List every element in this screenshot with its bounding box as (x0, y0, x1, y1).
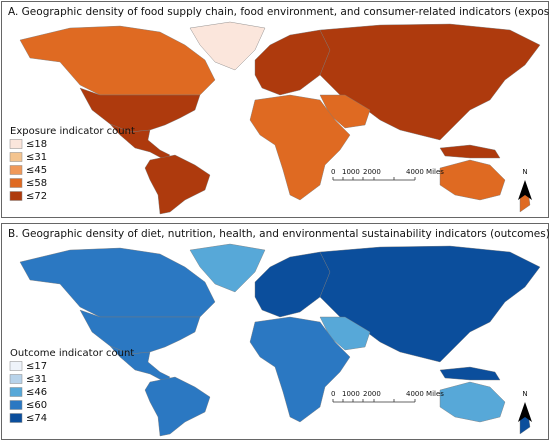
scale-label: 1000 (342, 168, 360, 176)
legend-label: ≤31 (26, 152, 47, 163)
legend-label: ≤17 (26, 361, 47, 372)
legend-swatch (10, 140, 22, 149)
country-region (20, 248, 215, 317)
legend-label: ≤18 (26, 139, 47, 150)
legend-swatch (10, 362, 22, 371)
panel-title: B. Geographic density of diet, nutrition… (8, 228, 550, 240)
scale-label: 4000 Miles (406, 390, 444, 398)
legend-label: ≤31 (26, 374, 47, 385)
legend-title: Outcome indicator count (10, 348, 134, 359)
legend-label: ≤58 (26, 178, 47, 189)
panel-title: A. Geographic density of food supply cha… (8, 6, 550, 18)
country-region (440, 145, 500, 158)
scale-label: 2000 (363, 390, 381, 398)
country-region (255, 252, 330, 317)
legend-title: Exposure indicator count (10, 126, 135, 137)
country-region (440, 367, 500, 380)
country-region (145, 155, 210, 214)
legend-swatch (10, 179, 22, 188)
legend-swatch (10, 375, 22, 384)
country-region (255, 30, 330, 95)
north-label: N (522, 168, 527, 176)
scale-label: 2000 (363, 168, 381, 176)
legend-label: ≤46 (26, 387, 47, 398)
country-region (440, 382, 505, 422)
scale-label: 0 (331, 168, 335, 176)
legend-label: ≤72 (26, 191, 47, 202)
legend-swatch (10, 153, 22, 162)
scale-label: 1000 (342, 390, 360, 398)
scale-label: 4000 Miles (406, 168, 444, 176)
legend-swatch (10, 388, 22, 397)
map-panel: B. Geographic density of diet, nutrition… (2, 224, 550, 440)
scale-label: 0 (331, 390, 335, 398)
legend-label: ≤74 (26, 413, 47, 424)
legend-swatch (10, 166, 22, 175)
legend-swatch (10, 401, 22, 410)
map-panel: A. Geographic density of food supply cha… (2, 2, 550, 218)
north-label: N (522, 390, 527, 398)
legend-label: ≤45 (26, 165, 47, 176)
legend-swatch (10, 414, 22, 423)
country-region (440, 160, 505, 200)
legend-swatch (10, 192, 22, 201)
legend-label: ≤60 (26, 400, 47, 411)
country-region (20, 26, 215, 95)
country-region (145, 377, 210, 436)
